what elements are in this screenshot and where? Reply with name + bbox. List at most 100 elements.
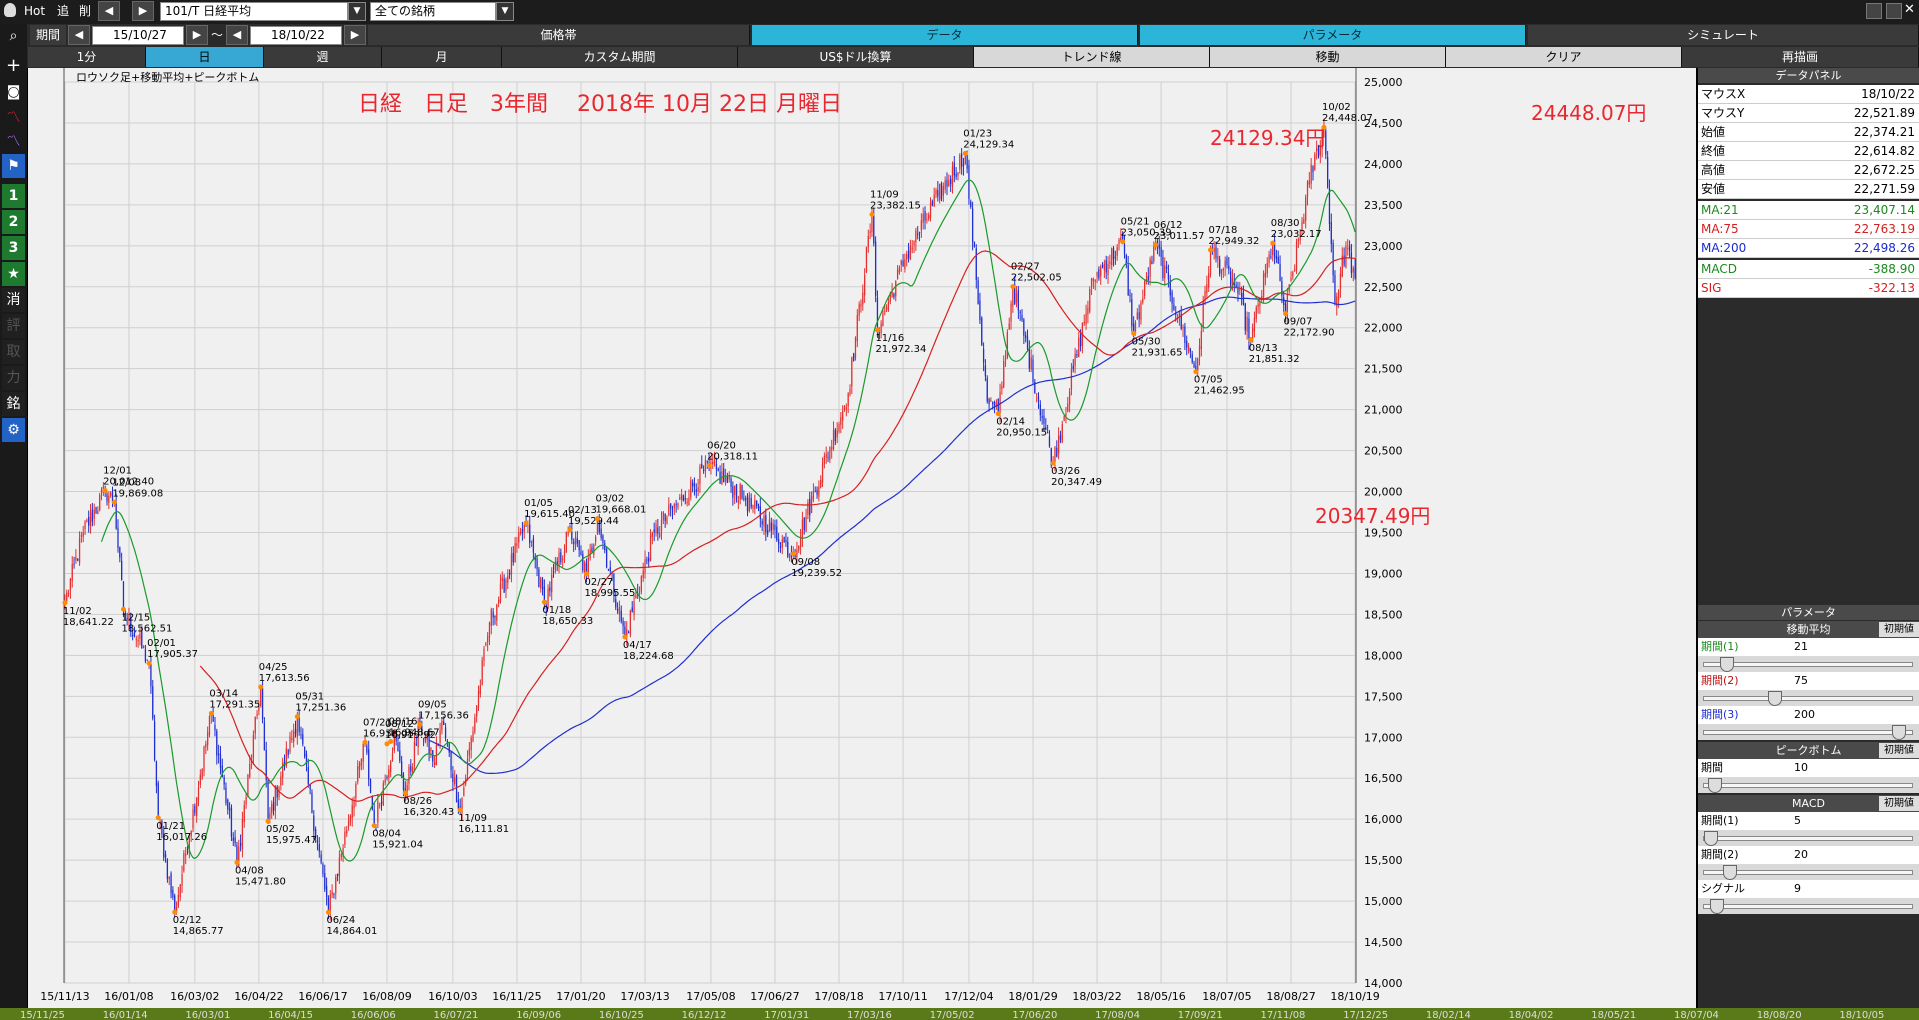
to-date-field[interactable]: 18/10/22 — [250, 26, 342, 45]
delete-button[interactable]: 削 — [78, 4, 91, 18]
tab-usd-conversion[interactable]: US$ドル換算 — [738, 47, 974, 67]
sidebar-item-1[interactable]: 1 — [2, 184, 25, 208]
param-slider[interactable] — [1703, 899, 1913, 914]
candle-body — [887, 302, 890, 311]
tab-weekly[interactable]: 週 — [264, 47, 382, 67]
param-field[interactable]: 期間(3) 200 — [1698, 706, 1919, 724]
tab-data[interactable]: データ — [752, 25, 1138, 45]
tab-1min[interactable]: 1分 — [28, 47, 146, 67]
sidebar-item-3[interactable]: 3 — [2, 236, 25, 260]
reset-defaults-button[interactable]: 初期値 — [1879, 743, 1919, 758]
prev-symbol-button[interactable]: ◀ — [98, 1, 120, 21]
sidebar-item-trade[interactable]: 取 — [2, 340, 25, 364]
tab-price-band[interactable]: 価格帯 — [368, 25, 750, 45]
slider-handle[interactable] — [1768, 691, 1783, 706]
candle-body — [931, 201, 933, 206]
param-field[interactable]: 期間(2) 20 — [1698, 846, 1919, 864]
slider-handle[interactable] — [1892, 725, 1907, 740]
hot-button[interactable]: Hot — [0, 0, 52, 22]
param-value[interactable]: 10 — [1794, 761, 1808, 774]
sidebar-item-rating[interactable]: 評 — [2, 314, 25, 338]
candle-body — [953, 162, 955, 176]
param-value[interactable]: 21 — [1794, 640, 1808, 653]
param-slider[interactable] — [1703, 691, 1913, 706]
sidebar-item-power[interactable]: 力 — [2, 366, 25, 390]
plot-background — [64, 68, 1356, 983]
param-field[interactable]: 期間(1) 21 — [1698, 638, 1919, 656]
peak-bottom-marker — [1248, 337, 1254, 343]
slider-handle[interactable] — [1723, 865, 1738, 880]
y-tick-label: 24,500 — [1364, 117, 1403, 130]
param-slider[interactable] — [1703, 725, 1913, 740]
param-field[interactable]: シグナル 9 — [1698, 880, 1919, 898]
candle-body — [1330, 222, 1332, 244]
candle-body — [448, 743, 450, 753]
param-slider[interactable] — [1703, 657, 1913, 672]
peak-bottom-value: 19,529.44 — [568, 516, 619, 527]
tab-parameters[interactable]: パラメータ — [1140, 25, 1526, 45]
universe-field[interactable]: 全ての銘柄 — [370, 2, 496, 21]
tab-daily[interactable]: 日 — [146, 47, 264, 67]
back-button[interactable]: 追 — [56, 4, 69, 18]
param-value[interactable]: 75 — [1794, 674, 1808, 687]
search-icon[interactable]: ⌕ — [9, 28, 18, 44]
data-panel-label: MA:200 — [1701, 241, 1747, 255]
param-field[interactable]: 期間(1) 5 — [1698, 812, 1919, 830]
tab-trendline[interactable]: トレンド線 — [974, 47, 1210, 67]
param-value[interactable]: 5 — [1794, 814, 1801, 827]
param-value[interactable]: 9 — [1794, 882, 1801, 895]
slider-handle[interactable] — [1719, 657, 1734, 672]
candle-body — [77, 558, 79, 561]
candle-body — [446, 740, 449, 744]
crosshair-icon[interactable]: + — [5, 55, 22, 76]
universe-dropdown-button[interactable]: ▼ — [496, 2, 514, 21]
to-date-forward-button[interactable]: ▶ — [344, 25, 366, 45]
chart-area[interactable]: 25,000 24,500 24,000 23,500 23,000 22,500 22,0… — [28, 68, 1696, 1008]
maximize-button[interactable] — [1886, 3, 1902, 19]
symbol-dropdown-button[interactable]: ▼ — [348, 2, 366, 21]
candle-body — [285, 748, 287, 766]
slider-handle[interactable] — [1707, 778, 1722, 793]
param-value[interactable]: 20 — [1794, 848, 1808, 861]
tab-simulate[interactable]: シミュレート — [1528, 25, 1919, 45]
indicator-chart-icon[interactable]: 〽 — [6, 134, 21, 150]
close-icon[interactable]: ✕ — [1904, 2, 1915, 17]
symbol-field[interactable]: 101/T 日経平均 — [160, 2, 348, 21]
tab-clear[interactable]: クリア — [1446, 47, 1682, 67]
sidebar-item-stock[interactable]: 銘 — [2, 392, 25, 416]
param-slider[interactable] — [1703, 831, 1913, 846]
period-tab-bar: 期間 ◀ 15/10/27 ▶ ～ ◀ 18/10/22 ▶ 価格帯 データ パ… — [0, 24, 1919, 46]
candle-body — [276, 786, 278, 798]
param-field[interactable]: 期間 10 — [1698, 759, 1919, 777]
tab-redraw[interactable]: 再描画 — [1682, 47, 1919, 67]
period-back-button[interactable]: ◀ — [68, 25, 90, 45]
sidebar-item-erase[interactable]: 消 — [2, 288, 25, 312]
param-field[interactable]: 期間(2) 75 — [1698, 672, 1919, 690]
candle-body — [124, 612, 126, 615]
tab-move[interactable]: 移動 — [1210, 47, 1446, 67]
param-slider[interactable] — [1703, 778, 1913, 793]
param-value[interactable]: 200 — [1794, 708, 1815, 721]
candlestick-chart[interactable]: 25,000 24,500 24,000 23,500 23,000 22,500 22,0… — [28, 68, 1696, 1008]
candle-body — [904, 259, 906, 269]
candle-body — [199, 774, 201, 785]
slider-handle[interactable] — [1709, 899, 1724, 914]
tab-monthly[interactable]: 月 — [382, 47, 502, 67]
gear-icon[interactable]: ⚙ — [2, 418, 25, 442]
from-date-forward-button[interactable]: ▶ — [186, 25, 208, 45]
next-symbol-button[interactable]: ▶ — [132, 1, 154, 21]
from-date-field[interactable]: 15/10/27 — [92, 26, 184, 45]
minimize-button[interactable] — [1866, 3, 1882, 19]
tab-custom-period[interactable]: カスタム期間 — [502, 47, 738, 67]
camera-icon[interactable]: ◙ — [6, 84, 21, 100]
reset-defaults-button[interactable]: 初期値 — [1879, 796, 1919, 811]
param-slider[interactable] — [1703, 865, 1913, 880]
sidebar-item-2[interactable]: 2 — [2, 210, 25, 234]
slider-handle[interactable] — [1704, 831, 1718, 846]
flag-icon[interactable]: ⚑ — [2, 154, 25, 178]
to-date-back-button[interactable]: ◀ — [226, 25, 248, 45]
reset-defaults-button[interactable]: 初期値 — [1879, 622, 1919, 637]
peak-bottom-marker — [146, 660, 152, 666]
star-icon[interactable]: ★ — [2, 262, 25, 286]
line-chart-icon[interactable]: 〽 — [6, 110, 21, 126]
